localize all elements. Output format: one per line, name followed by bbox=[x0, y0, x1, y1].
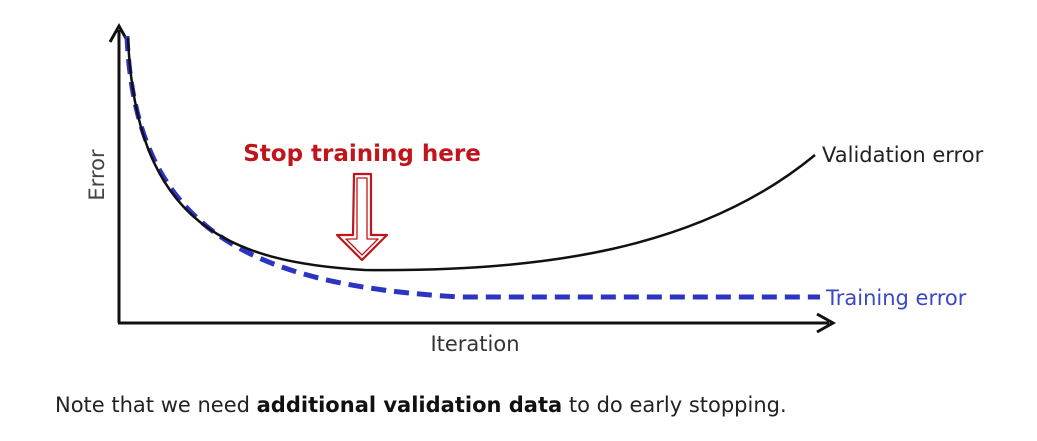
x-axis-arrowhead bbox=[816, 312, 837, 334]
x-axis-label: Iteration bbox=[430, 332, 519, 356]
note-text: Note that we need additional validation … bbox=[55, 393, 787, 417]
stop-training-label: Stop training here bbox=[243, 141, 481, 167]
note-prefix: Note that we need bbox=[55, 393, 257, 417]
note-bold: additional validation data bbox=[256, 393, 563, 417]
note-suffix: to do early stopping. bbox=[562, 393, 787, 417]
training-error-label: Training error bbox=[825, 286, 967, 310]
stop-arrow bbox=[335, 172, 389, 262]
validation-error-label: Validation error bbox=[822, 143, 984, 167]
stop-arrow-inner bbox=[345, 177, 379, 256]
validation-error-curve bbox=[126, 37, 816, 272]
y-axis-label: Error bbox=[85, 149, 109, 201]
